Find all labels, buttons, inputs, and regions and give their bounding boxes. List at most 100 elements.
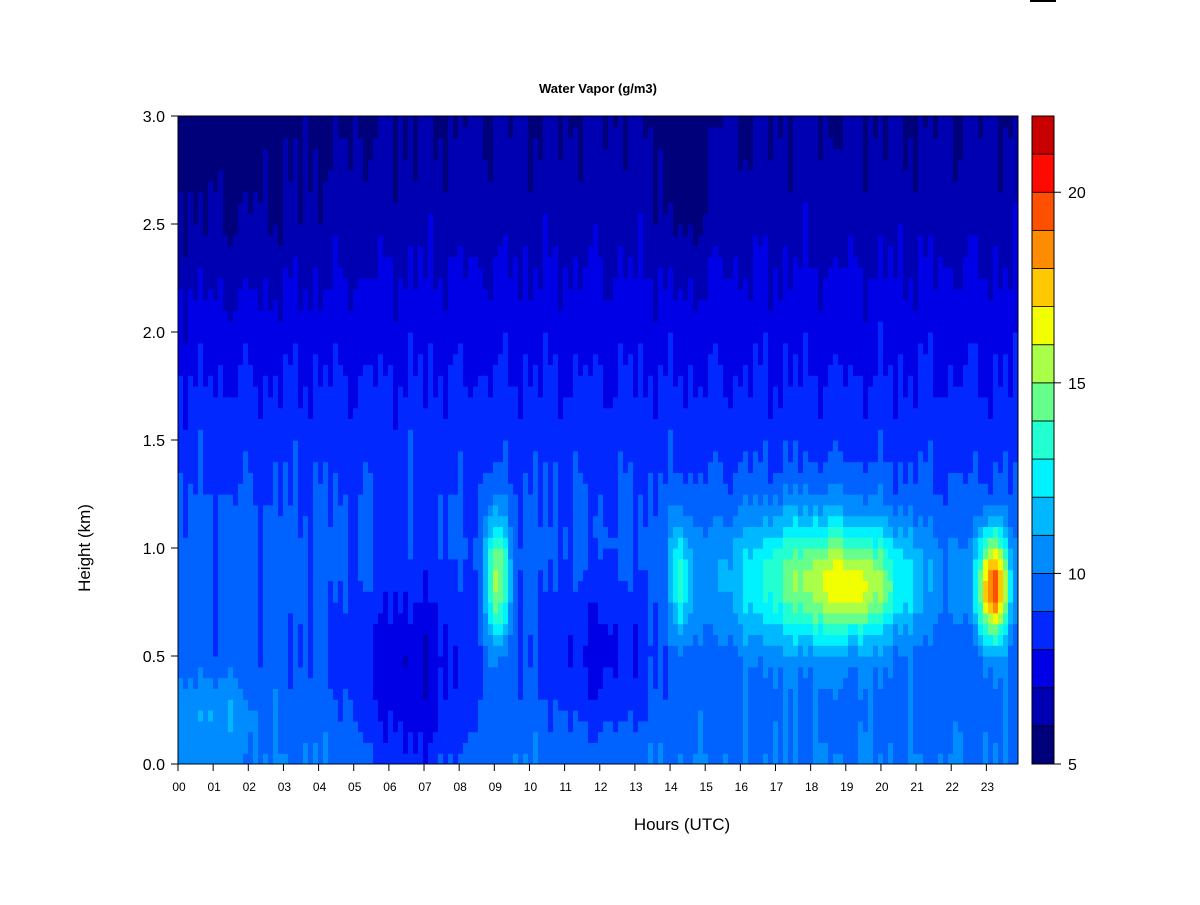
heatmap-cell — [418, 159, 424, 171]
heatmap-cell — [328, 299, 334, 311]
heatmap-cell — [218, 461, 224, 473]
heatmap-cell — [478, 634, 484, 646]
heatmap-cell — [263, 299, 269, 311]
heatmap-cell — [548, 612, 554, 625]
heatmap-cell — [368, 407, 374, 419]
heatmap-cell — [408, 591, 414, 603]
heatmap-cell — [493, 494, 499, 506]
heatmap-cell — [468, 753, 474, 764]
heatmap-cell — [568, 429, 574, 441]
heatmap-cell — [553, 720, 559, 733]
heatmap-cell — [483, 666, 489, 679]
heatmap-cell — [263, 440, 269, 452]
heatmap-cell — [228, 537, 234, 549]
heatmap-cell — [583, 234, 589, 247]
heatmap-cell — [293, 418, 299, 430]
heatmap-cell — [508, 720, 514, 733]
heatmap-cell — [238, 407, 244, 419]
heatmap-cell — [578, 645, 584, 657]
heatmap-cell — [583, 418, 589, 430]
heatmap-cell — [353, 116, 359, 128]
heatmap-cell — [503, 645, 509, 657]
heatmap-cell — [198, 321, 204, 333]
heatmap-cell — [528, 612, 534, 625]
heatmap-cell — [408, 440, 414, 452]
heatmap-cell — [418, 245, 424, 257]
heatmap-cell — [413, 677, 419, 689]
heatmap-cell — [283, 332, 289, 344]
heatmap-cell — [493, 429, 499, 441]
heatmap-cell — [303, 548, 309, 560]
heatmap-cell — [403, 299, 409, 311]
heatmap-cell — [208, 548, 214, 560]
heatmap-cell — [188, 407, 194, 419]
heatmap-cell — [438, 504, 444, 517]
heatmap-cell — [533, 202, 539, 214]
heatmap-cell — [423, 612, 429, 625]
heatmap-cell — [418, 299, 424, 311]
heatmap-cell — [263, 116, 269, 128]
heatmap-cell — [498, 116, 504, 128]
heatmap-cell — [548, 180, 554, 193]
heatmap-cell — [353, 526, 359, 538]
heatmap-cell — [518, 353, 524, 365]
heatmap-cell — [223, 213, 229, 225]
heatmap-cell — [233, 170, 239, 182]
heatmap-cell — [428, 418, 434, 430]
heatmap-cell — [468, 569, 474, 581]
heatmap-cell — [493, 688, 499, 700]
heatmap-cell — [323, 558, 329, 571]
heatmap-cell — [288, 407, 294, 419]
heatmap-cell — [493, 472, 499, 484]
heatmap-cell — [528, 407, 534, 419]
heatmap-cell — [238, 396, 244, 409]
heatmap-cell — [493, 537, 499, 549]
heatmap-cell — [213, 364, 219, 376]
heatmap-cell — [423, 191, 429, 203]
heatmap-cell — [208, 731, 214, 743]
heatmap-cell — [278, 753, 284, 764]
heatmap-cell — [548, 386, 554, 398]
heatmap-cell — [308, 310, 314, 322]
heatmap-cell — [303, 116, 309, 128]
heatmap-cell — [268, 666, 274, 679]
heatmap-cell — [368, 677, 374, 689]
heatmap-cell — [343, 472, 349, 484]
heatmap-cell — [413, 386, 419, 398]
heatmap-cell — [213, 288, 219, 301]
heatmap-cell — [228, 677, 234, 689]
heatmap-cell — [428, 310, 434, 322]
heatmap-cell — [298, 720, 304, 733]
heatmap-cell — [213, 299, 219, 311]
heatmap-cell — [488, 170, 494, 182]
heatmap-cell — [433, 710, 439, 722]
heatmap-cell — [238, 472, 244, 484]
heatmap-cell — [193, 634, 199, 646]
heatmap-cell — [493, 515, 499, 527]
heatmap-cell — [378, 418, 384, 430]
heatmap-cell — [543, 429, 549, 441]
heatmap-cell — [198, 645, 204, 657]
heatmap-cell — [263, 429, 269, 441]
heatmap-cell — [253, 580, 259, 592]
heatmap-cell — [428, 688, 434, 700]
heatmap-cell — [418, 515, 424, 527]
heatmap-cell — [268, 213, 274, 225]
heatmap-cell — [413, 548, 419, 560]
heatmap-cell — [508, 213, 514, 225]
heatmap-cell — [188, 612, 194, 625]
heatmap-cell — [273, 321, 279, 333]
heatmap-cell — [313, 180, 319, 193]
heatmap-cell — [438, 580, 444, 592]
heatmap-cell — [323, 591, 329, 603]
heatmap-cell — [363, 332, 369, 344]
heatmap-cell — [228, 256, 234, 268]
heatmap-cell — [498, 353, 504, 365]
heatmap-cell — [543, 666, 549, 679]
heatmap-cell — [408, 137, 414, 149]
heatmap-cell — [558, 364, 564, 376]
heatmap-cell — [338, 731, 344, 743]
heatmap-cell — [528, 148, 534, 160]
heatmap-cell — [193, 418, 199, 430]
heatmap-cell — [228, 440, 234, 452]
